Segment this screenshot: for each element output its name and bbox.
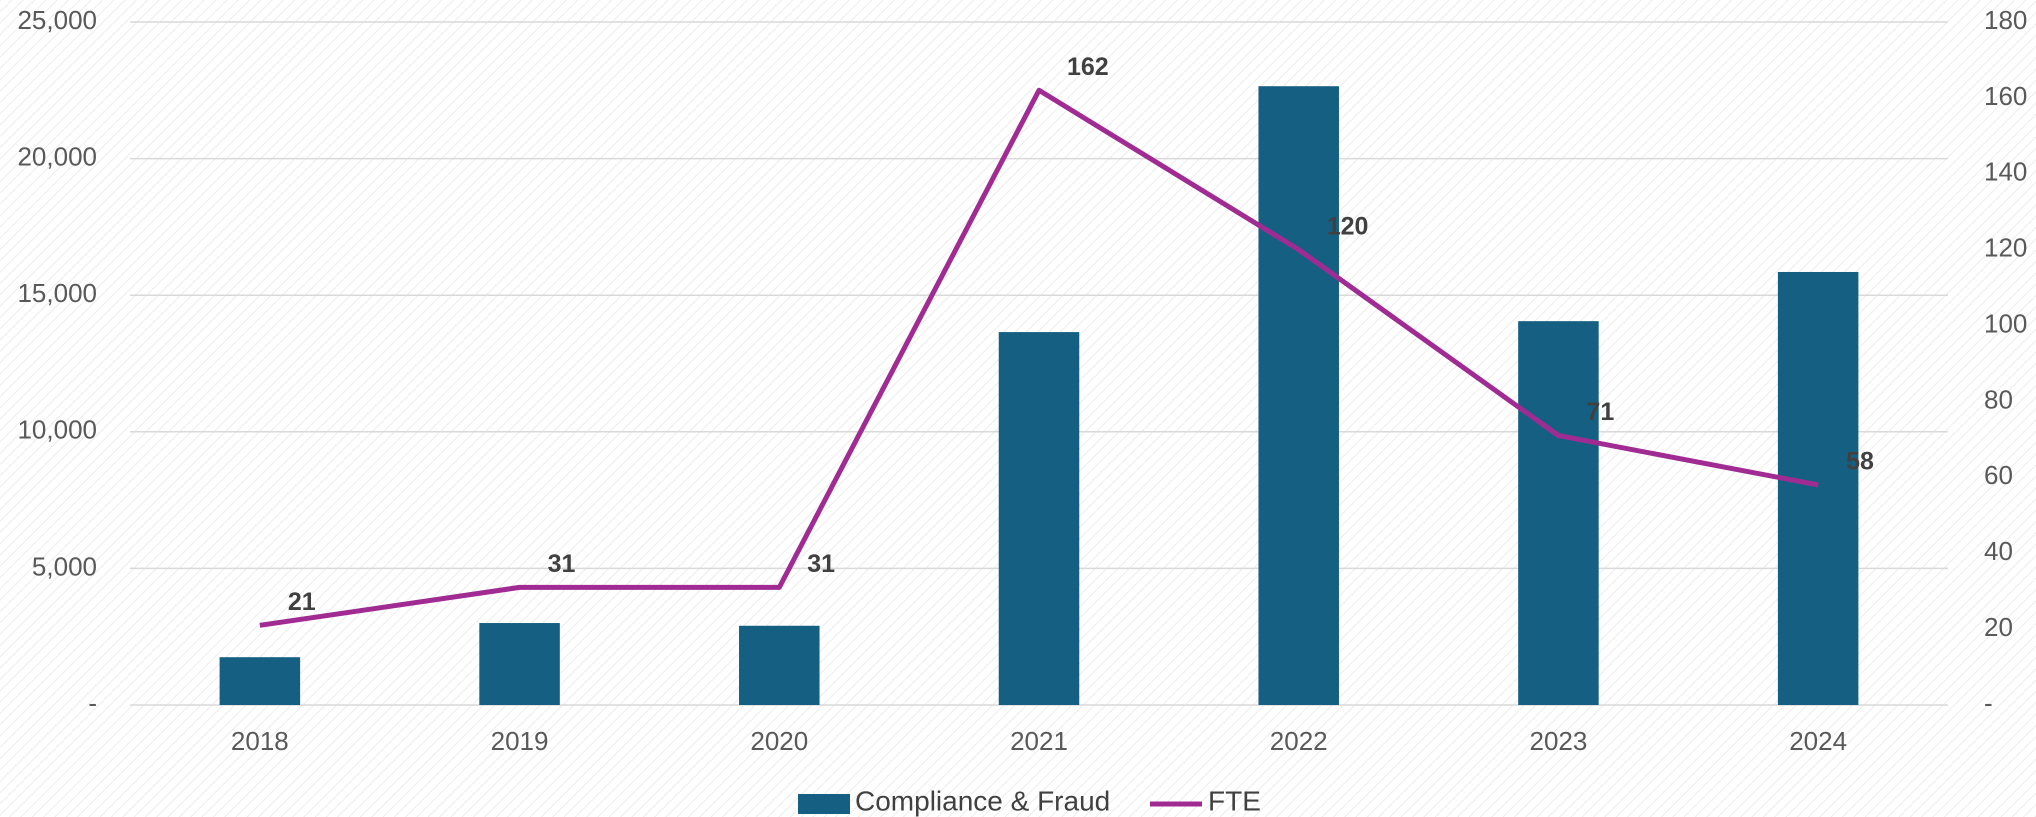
data-label: 21 (288, 588, 316, 616)
data-label: 162 (1067, 53, 1109, 81)
y2-tick-label: 20 (1984, 612, 2013, 642)
y-tick-label: - (88, 688, 97, 718)
line (259, 87, 1819, 628)
bar (1777, 271, 1859, 705)
data-label: 71 (1586, 398, 1614, 426)
y-tick-label: 20,000 (17, 141, 97, 171)
data-label: 58 (1846, 448, 1874, 476)
y2-tick-label: 40 (1984, 536, 2013, 566)
legend-label: Compliance & Fraud (855, 785, 1110, 816)
y-tick-label: 10,000 (17, 415, 97, 445)
y-tick-label: 25,000 (17, 5, 97, 35)
y-tick-label: 5,000 (32, 551, 97, 581)
y2-tick-label: 120 (1984, 233, 2027, 263)
bar (219, 657, 301, 705)
y2-tick-label: 80 (1984, 384, 2013, 414)
data-label: 120 (1327, 212, 1369, 240)
bar (739, 625, 820, 705)
x-tick-label: 2022 (1270, 726, 1328, 756)
x-tick-label: 2023 (1530, 726, 1588, 756)
x-tick-label: 2019 (491, 726, 549, 756)
bar (998, 332, 1080, 705)
legend-swatch (798, 794, 850, 814)
bar (479, 623, 560, 705)
data-label: 31 (548, 550, 576, 578)
data-label: 31 (807, 550, 835, 578)
y2-tick-label: - (1984, 688, 1993, 718)
x-tick-label: 2020 (750, 726, 808, 756)
y2-tick-label: 60 (1984, 460, 2013, 490)
y2-tick-label: 100 (1984, 308, 2027, 338)
x-tick-label: 2018 (231, 726, 289, 756)
y2-tick-label: 160 (1984, 81, 2027, 111)
x-tick-label: 2024 (1789, 726, 1847, 756)
y2-tick-label: 180 (1984, 5, 2027, 35)
y2-tick-label: 140 (1984, 157, 2027, 187)
y-tick-label: 15,000 (17, 278, 97, 308)
bar (1258, 86, 1339, 705)
x-tick-label: 2021 (1010, 726, 1068, 756)
bar (1518, 321, 1599, 705)
legend-label: FTE (1208, 785, 1261, 816)
